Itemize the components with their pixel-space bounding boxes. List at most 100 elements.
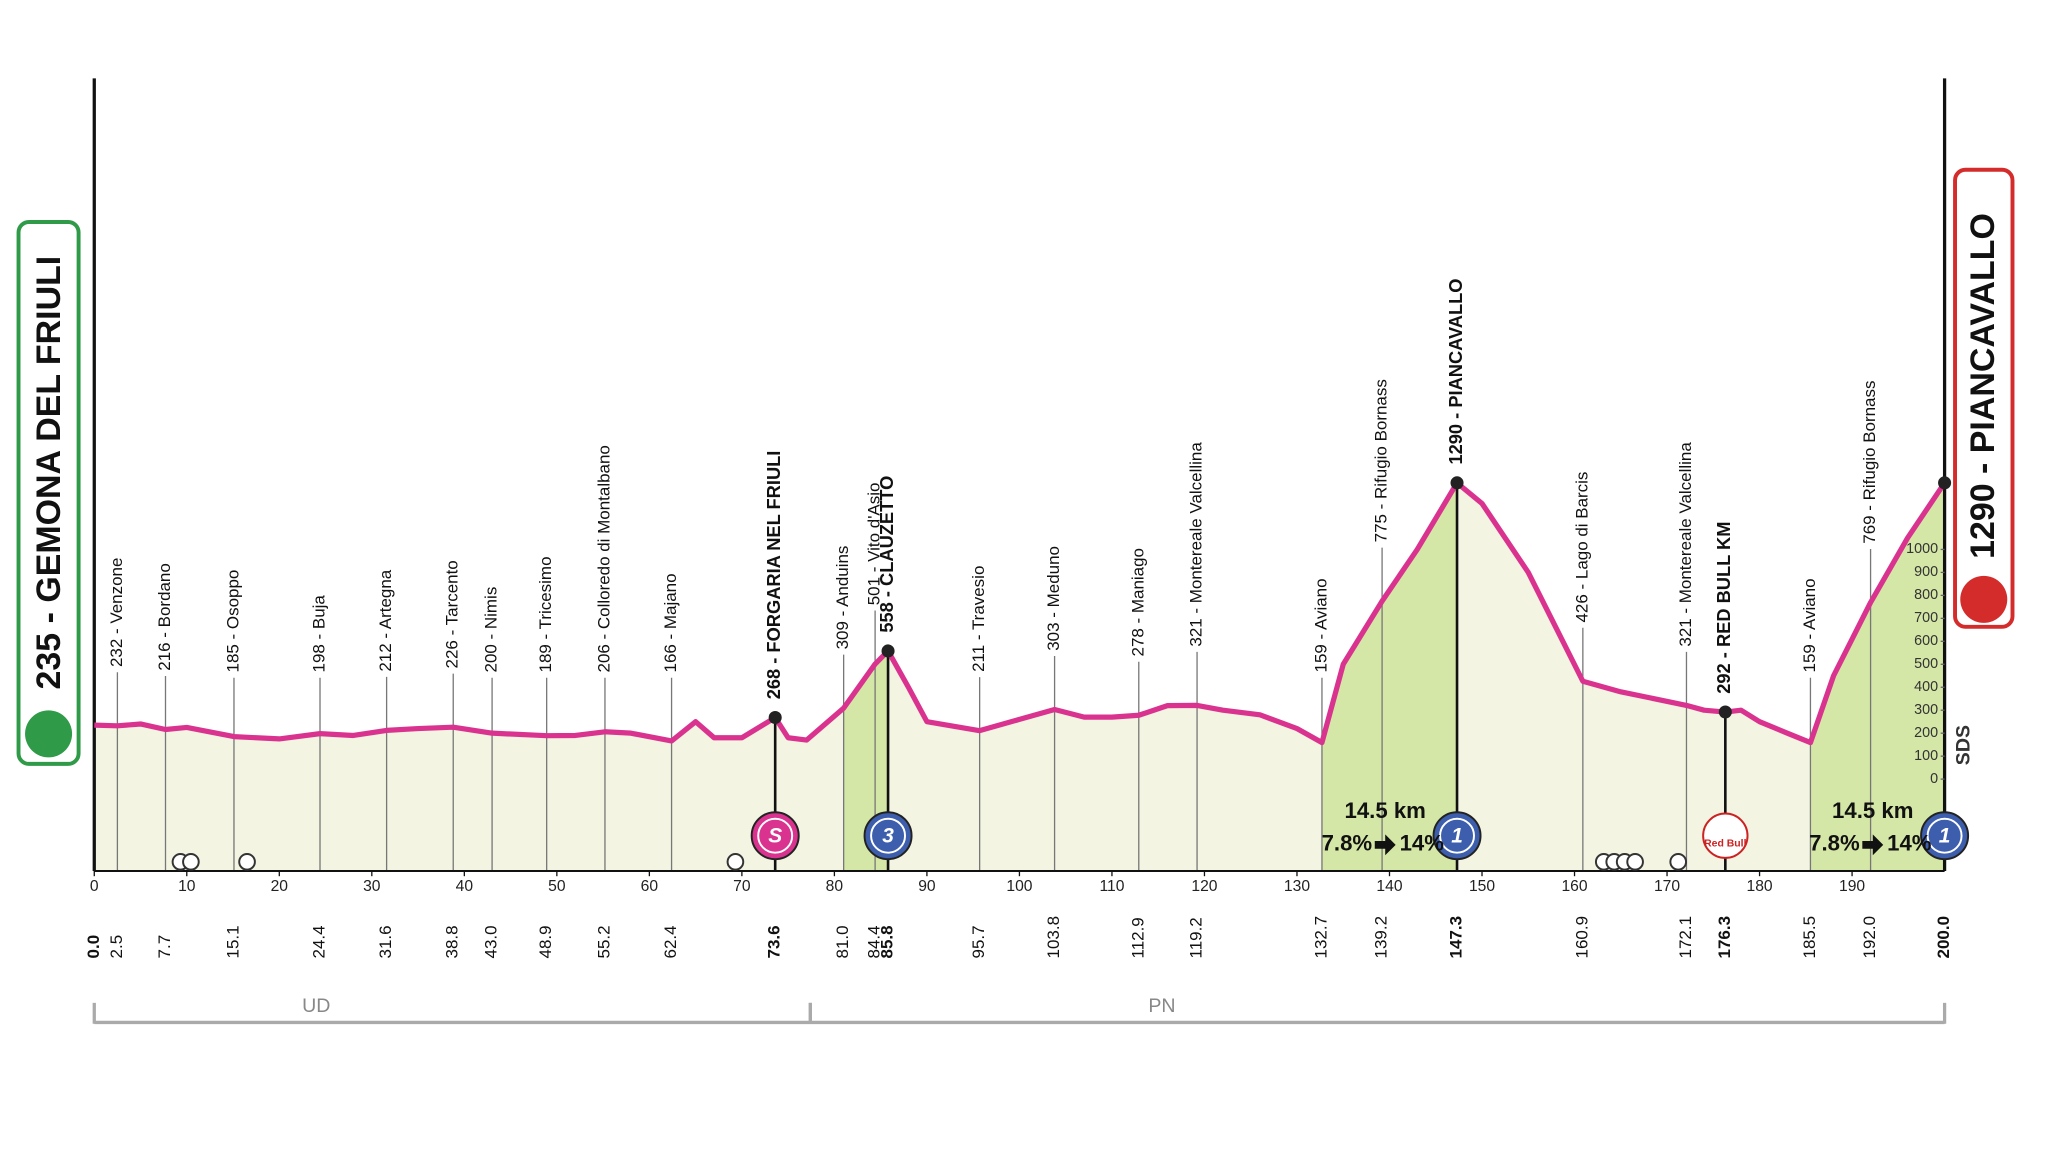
x-tick-label: 160 (1561, 878, 1587, 895)
waypoint-label: 769 - Rifugio Bornass (1860, 381, 1879, 544)
bonus-icon-text: Red Bull (1704, 838, 1746, 849)
km-label: 176.3 (1715, 916, 1734, 958)
x-tick-label: 40 (456, 878, 474, 895)
logo: SDS (1952, 725, 1974, 765)
y-tick-label: 700 (1914, 610, 1938, 626)
summit-dot (881, 644, 895, 658)
waypoint-label: 206 - Colloredo di Montalbano (594, 445, 613, 672)
region-label: UD (302, 995, 330, 1017)
km-label: 24.4 (309, 925, 328, 958)
x-tick-label: 170 (1654, 878, 1680, 895)
km-label: 185.5 (1800, 916, 1819, 958)
km-label: 95.7 (969, 925, 988, 958)
km-label: 119.2 (1187, 917, 1206, 958)
tunnel-icon (1626, 853, 1644, 871)
y-tick-label: 600 (1914, 633, 1938, 649)
waypoint-label: 426 - Lago di Barcis (1572, 472, 1591, 623)
kom-icon-text: 3 (882, 825, 894, 848)
km-label: 84.4 (865, 925, 884, 958)
y-tick-label: 1000 (1906, 541, 1938, 557)
x-tick-label: 140 (1376, 878, 1402, 895)
km-label: 172.1 (1676, 916, 1695, 958)
y-tick-label: 200 (1914, 725, 1938, 741)
waypoint-label: 185 - Osoppo (223, 570, 242, 673)
kom-icon-ring (1439, 817, 1475, 854)
waypoint-label: 166 - Majano (661, 573, 680, 672)
km-label: 81.0 (833, 925, 852, 958)
climb-max: 14% (1887, 831, 1932, 856)
waypoint-label: 198 - Buja (309, 595, 328, 673)
x-tick-label: 120 (1191, 878, 1217, 895)
profile-line (94, 480, 1947, 746)
rail-icon (726, 853, 745, 871)
climb-length: 14.5 km (1345, 798, 1426, 823)
summit-dot (1938, 476, 1952, 490)
km-label: 2.5 (107, 935, 126, 959)
waypoint-label: 321 - Montereale Valcellina (1187, 442, 1206, 647)
climb-arrow (1374, 834, 1396, 856)
km-label: 200.0 (1934, 916, 1953, 958)
sprint-icon-text: S (768, 825, 782, 848)
summit-dot (1718, 705, 1732, 719)
finish-box (1953, 167, 2015, 629)
y-tick-label: 500 (1914, 656, 1938, 672)
climb-avg: 7.8% (1809, 831, 1860, 856)
waypoint-label: 211 - Travesio (969, 566, 988, 672)
km-label: 55.2 (594, 925, 613, 958)
waypoint-label: 159 - Aviano (1311, 578, 1330, 672)
x-tick-label: 150 (1469, 878, 1495, 895)
region-label: PN (1148, 995, 1175, 1017)
kom-icon-ring (1926, 817, 1963, 854)
waypoint-label: 189 - Tricesimo (536, 556, 555, 672)
waypoint-label: 309 - Anduins (833, 546, 852, 650)
x-tick-label: 20 (271, 878, 289, 895)
start-label: 235 - GEMONA DEL FRIULI (30, 256, 68, 690)
km-label: 0.0 (84, 935, 103, 959)
finish-icon (1960, 575, 2008, 623)
x-tick-label: 100 (1006, 878, 1032, 895)
x-tick-label: 110 (1099, 878, 1124, 895)
km-label: 147.3 (1447, 916, 1466, 958)
x-tick-label: 0 (90, 878, 99, 895)
km-label: 7.7 (155, 935, 174, 959)
tunnel-icon (1669, 853, 1688, 871)
km-label: 85.8 (878, 925, 897, 958)
climb-area (1810, 482, 1945, 871)
x-tick-label: 180 (1746, 878, 1772, 895)
km-label: 31.6 (376, 925, 395, 958)
waypoint-label: 775 - Rifugio Bornass (1372, 379, 1391, 542)
y-tick-label: 300 (1914, 702, 1938, 718)
waypoint-label: 292 - RED BULL KM (1713, 522, 1734, 694)
km-label: 139.2 (1372, 916, 1391, 958)
y-tick-label: 900 (1914, 564, 1938, 580)
waypoint-label: 226 - Tarcento (443, 560, 462, 668)
y-tick-label: 400 (1914, 679, 1938, 695)
km-label: 132.7 (1311, 916, 1330, 958)
profile-area (94, 482, 1945, 871)
waypoint-label: 501 - Vito d'Asio (865, 483, 884, 606)
waypoint-label: 232 - Venzone (107, 558, 126, 667)
x-tick-label: 10 (178, 878, 196, 895)
waypoint-label: 268 - FORGARIA NEL FRIULI (763, 451, 784, 700)
kom-icon-text: 1 (1451, 825, 1463, 848)
y-tick-label: 100 (1914, 748, 1938, 764)
waypoint-label: 200 - Nimis (482, 587, 501, 673)
waypoint-label: 321 - Montereale Valcellina (1676, 442, 1695, 647)
x-tick-label: 70 (733, 878, 751, 895)
kom-icon-text: 1 (1939, 825, 1951, 848)
bonus-icon (1702, 812, 1749, 859)
sprint-icon-ring (757, 817, 794, 854)
finish-label: 1290 - PIANCAVALLO (1964, 213, 2002, 559)
waypoint-label: 159 - Aviano (1800, 578, 1819, 672)
start-box (16, 220, 81, 766)
waypoint-label: 1290 - PIANCAVALLO (1445, 278, 1466, 464)
climb-max: 14% (1400, 831, 1445, 856)
climb-area (1321, 482, 1458, 871)
waypoint-label: 558 - CLAUZETTO (876, 476, 897, 633)
x-tick-label: 30 (363, 878, 381, 895)
km-label: 43.0 (482, 925, 501, 958)
summit-dot (768, 711, 782, 725)
km-label: 192.0 (1860, 916, 1879, 958)
waypoint-label: 216 - Bordano (155, 563, 174, 671)
